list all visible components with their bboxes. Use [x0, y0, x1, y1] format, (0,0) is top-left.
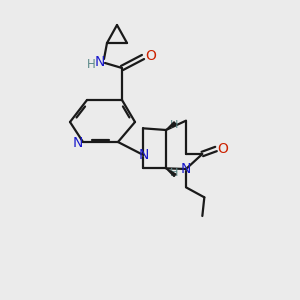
Polygon shape: [166, 122, 176, 130]
Text: O: O: [146, 49, 156, 63]
Text: N: N: [73, 136, 83, 150]
Text: N: N: [138, 148, 148, 162]
Text: H: H: [87, 58, 95, 70]
Text: N: N: [95, 55, 105, 69]
Text: N: N: [181, 162, 191, 176]
Polygon shape: [166, 168, 176, 176]
Text: H: H: [170, 120, 178, 130]
Text: H: H: [170, 168, 178, 178]
Text: O: O: [218, 142, 228, 156]
